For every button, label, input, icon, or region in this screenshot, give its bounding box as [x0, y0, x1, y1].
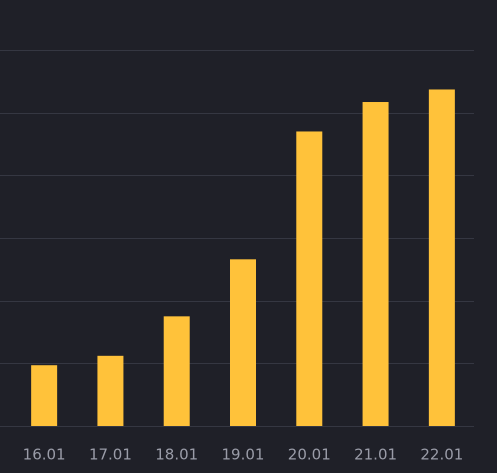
x-tick-label: 20.01	[288, 446, 331, 464]
bar	[428, 89, 455, 426]
x-tick-label: 19.01	[222, 446, 265, 464]
bar	[163, 316, 190, 426]
bar	[296, 131, 323, 426]
bar	[97, 355, 124, 426]
bar	[230, 259, 256, 426]
bar	[31, 365, 58, 426]
x-tick-label: 21.01	[354, 446, 397, 464]
bar	[362, 102, 389, 426]
x-tick-label: 22.01	[420, 446, 463, 464]
x-tick-label: 18.01	[155, 446, 198, 464]
x-tick-label: 17.01	[89, 446, 132, 464]
x-tick-label: 16.01	[23, 446, 66, 464]
